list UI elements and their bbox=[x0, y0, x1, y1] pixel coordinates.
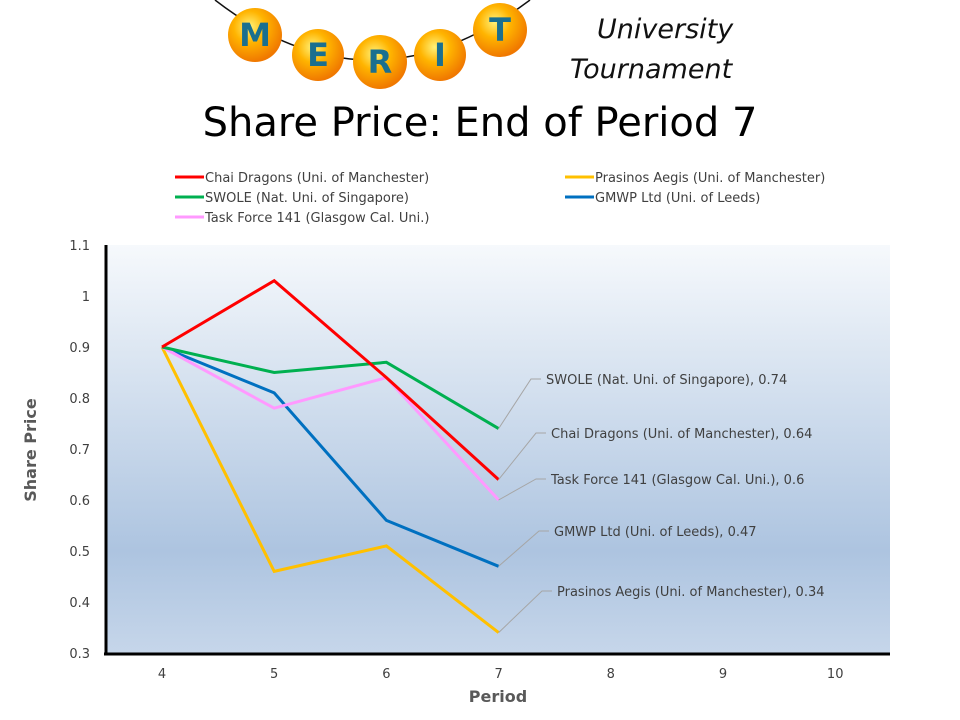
x-tick-label: 10 bbox=[827, 667, 844, 682]
y-tick-label: 0.3 bbox=[69, 647, 90, 662]
y-axis-title: Share Price bbox=[21, 398, 40, 502]
logo-ball bbox=[292, 29, 344, 81]
leader-line bbox=[498, 432, 546, 480]
y-tick-label: 0.7 bbox=[69, 443, 90, 458]
logo-ball bbox=[353, 35, 407, 89]
legend-entry: Prasinos Aegis (Uni. of Manchester) bbox=[595, 171, 825, 186]
series-line bbox=[161, 278, 500, 481]
series-line bbox=[161, 345, 500, 502]
leader-line bbox=[498, 530, 549, 567]
y-tick-label: 0.8 bbox=[69, 392, 90, 407]
legend-entry: SWOLE (Nat. Uni. of Singapore) bbox=[205, 191, 409, 206]
data-label: GMWP Ltd (Uni. of Leeds), 0.47 bbox=[554, 525, 757, 540]
logo-subtitle-tournament: Tournament bbox=[570, 54, 733, 85]
logo-letter: R bbox=[368, 43, 393, 81]
series-line bbox=[161, 345, 500, 430]
series-line bbox=[160, 346, 500, 634]
page-title: Share Price: End of Period 7 bbox=[202, 100, 758, 146]
logo-letter: T bbox=[489, 11, 511, 49]
logo-ball bbox=[473, 3, 527, 57]
logo-letter: E bbox=[307, 36, 329, 74]
legend-entry: Task Force 141 (Glasgow Cal. Uni.) bbox=[204, 211, 429, 226]
x-tick-label: 4 bbox=[158, 667, 166, 682]
y-tick-label: 0.9 bbox=[69, 341, 90, 356]
plot-area bbox=[106, 245, 890, 653]
x-axis-title: Period bbox=[469, 687, 527, 706]
logo-ball bbox=[414, 29, 466, 81]
x-tick-label: 8 bbox=[607, 667, 615, 682]
data-label: Task Force 141 (Glasgow Cal. Uni.), 0.6 bbox=[550, 473, 804, 488]
merit-logo: ME R I T bbox=[214, 0, 531, 89]
x-tick-label: 6 bbox=[382, 667, 390, 682]
x-tick-label: 9 bbox=[719, 667, 727, 682]
leader-line bbox=[498, 478, 546, 501]
data-label: SWOLE (Nat. Uni. of Singapore), 0.74 bbox=[546, 373, 787, 388]
y-tick-label: 0.6 bbox=[69, 494, 90, 509]
logo-ball bbox=[228, 8, 282, 62]
legend-entry: GMWP Ltd (Uni. of Leeds) bbox=[595, 191, 760, 206]
y-tick-label: 0.5 bbox=[69, 545, 90, 560]
x-tick-label: 7 bbox=[494, 667, 502, 682]
leader-line bbox=[498, 378, 541, 429]
x-tick-label: 5 bbox=[270, 667, 278, 682]
y-tick-label: 1.1 bbox=[69, 239, 90, 254]
data-label: Chai Dragons (Uni. of Manchester), 0.64 bbox=[551, 427, 812, 442]
legend-entry: Chai Dragons (Uni. of Manchester) bbox=[205, 171, 429, 186]
logo-letter: I bbox=[434, 36, 446, 74]
logo-subtitle-university: University bbox=[597, 14, 734, 45]
series-line bbox=[161, 345, 500, 568]
data-label: Prasinos Aegis (Uni. of Manchester), 0.3… bbox=[557, 585, 825, 600]
leader-line bbox=[498, 590, 552, 633]
logo-letter: M bbox=[239, 16, 271, 54]
y-tick-label: 0.4 bbox=[69, 596, 90, 611]
y-tick-label: 1 bbox=[82, 290, 90, 305]
